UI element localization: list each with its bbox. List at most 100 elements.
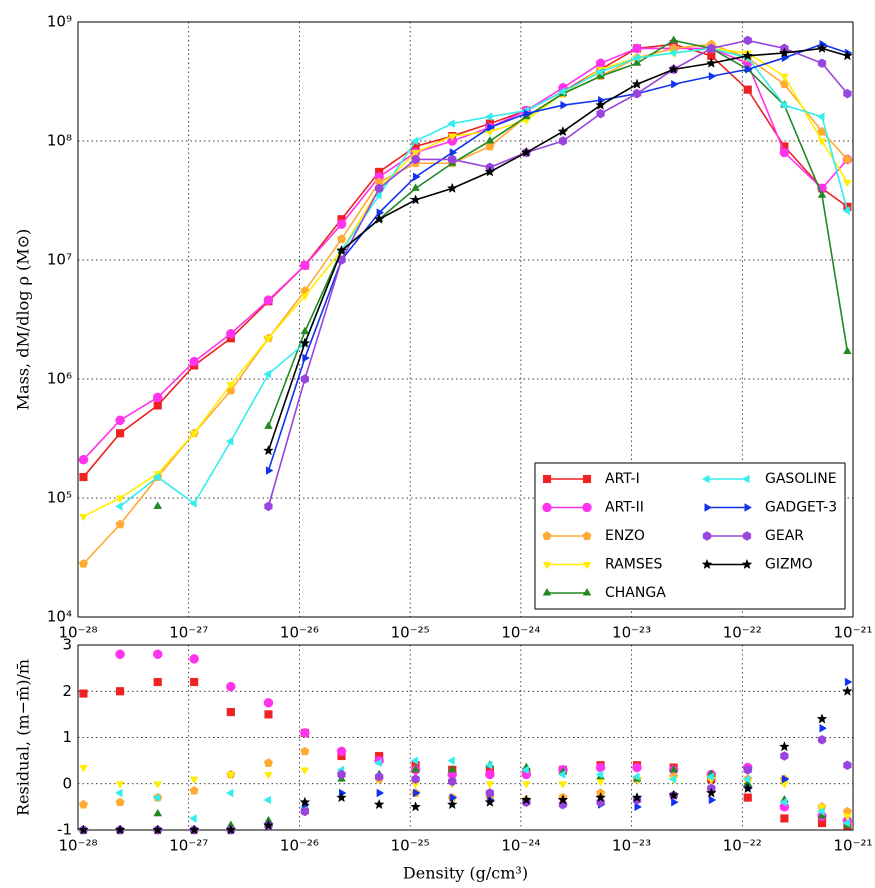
marker	[263, 795, 271, 805]
marker	[484, 760, 493, 770]
marker	[485, 781, 495, 789]
marker	[373, 213, 385, 224]
marker	[78, 558, 89, 568]
marker	[411, 764, 420, 773]
marker	[582, 562, 592, 570]
marker	[705, 787, 717, 798]
marker	[448, 776, 457, 787]
marker	[189, 499, 197, 508]
marker	[557, 125, 569, 137]
marker	[843, 179, 852, 188]
y-tick-label: 10⁸	[47, 132, 72, 150]
marker	[521, 765, 529, 775]
marker	[842, 154, 852, 164]
marker	[708, 71, 717, 81]
marker	[844, 677, 853, 687]
marker	[115, 649, 125, 659]
marker	[153, 808, 163, 817]
marker	[668, 789, 680, 800]
marker	[78, 454, 89, 465]
marker	[742, 774, 751, 784]
marker	[300, 806, 310, 817]
marker	[300, 293, 310, 301]
marker	[668, 774, 677, 784]
marker	[816, 713, 828, 724]
marker	[842, 206, 850, 215]
marker	[742, 531, 752, 541]
y-tick-label: 10⁶	[47, 370, 72, 388]
marker	[302, 353, 310, 363]
x-tick-label: 10⁻²¹	[833, 624, 872, 642]
marker	[78, 799, 89, 809]
marker	[189, 654, 199, 664]
marker	[632, 772, 640, 782]
marker	[263, 758, 274, 767]
marker	[225, 788, 234, 798]
y-tick-label: 10⁹	[47, 13, 72, 31]
marker	[336, 791, 347, 803]
marker	[779, 797, 787, 807]
marker	[264, 772, 273, 780]
marker	[115, 502, 123, 511]
marker	[582, 531, 592, 540]
marker	[778, 47, 790, 58]
marker	[632, 58, 642, 66]
marker	[702, 531, 712, 541]
marker	[263, 698, 274, 708]
marker	[743, 765, 752, 775]
marker	[542, 531, 552, 540]
marker	[742, 782, 754, 793]
marker	[817, 138, 827, 147]
y-tick-label: -1	[57, 821, 72, 839]
marker	[595, 762, 606, 773]
marker	[152, 472, 161, 482]
marker	[264, 501, 273, 512]
marker	[263, 295, 274, 305]
x-tick-label: 10⁻²⁴	[501, 624, 540, 642]
marker	[842, 685, 853, 696]
x-tick-label: 10⁻²⁸	[58, 624, 97, 642]
marker	[78, 824, 89, 835]
marker	[153, 677, 162, 687]
marker	[226, 707, 235, 717]
marker	[702, 474, 710, 484]
marker	[446, 182, 458, 193]
y-tick-label: 10⁷	[47, 251, 72, 269]
marker	[447, 756, 455, 765]
marker	[153, 781, 163, 789]
marker	[817, 58, 827, 69]
marker	[741, 558, 753, 570]
legend-label: ART-I	[605, 471, 640, 487]
marker	[485, 141, 495, 151]
marker	[521, 781, 531, 789]
marker	[263, 369, 271, 379]
marker	[843, 760, 852, 771]
marker	[336, 746, 347, 757]
marker	[523, 109, 532, 118]
marker	[300, 326, 310, 335]
marker	[336, 219, 347, 229]
marker	[631, 791, 643, 803]
marker	[558, 136, 568, 146]
y-tick-label: 1	[62, 728, 72, 746]
x-tick-label: 10⁻²⁶	[280, 837, 319, 855]
marker	[263, 444, 274, 456]
marker	[411, 774, 420, 784]
marker	[520, 794, 532, 805]
x-tick-label: 10⁻²²	[723, 837, 762, 855]
marker	[337, 255, 346, 265]
marker	[843, 88, 852, 99]
marker	[542, 562, 552, 570]
marker	[817, 807, 825, 816]
marker	[484, 796, 496, 807]
x-tick-label: 10⁻²⁵	[391, 837, 430, 855]
marker	[842, 818, 850, 828]
marker	[225, 824, 237, 835]
marker	[842, 50, 853, 61]
x-tick-label: 10⁻²¹	[833, 837, 872, 855]
marker	[337, 769, 346, 780]
marker	[79, 472, 88, 482]
marker	[542, 588, 552, 596]
